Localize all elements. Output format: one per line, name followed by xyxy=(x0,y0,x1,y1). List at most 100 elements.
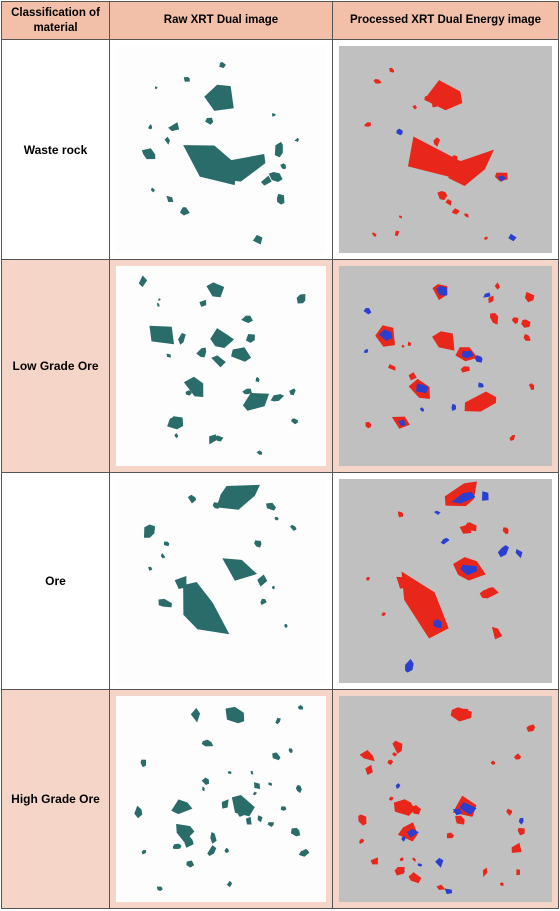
rock-fragment xyxy=(274,516,279,521)
raw-image-ore xyxy=(109,472,333,690)
rock-fragment xyxy=(280,806,287,811)
processed-image-low-grade-ore xyxy=(332,259,559,473)
rock-fragment xyxy=(200,617,221,630)
processed-xrt-background xyxy=(338,478,553,684)
ore-fragment xyxy=(433,619,442,629)
rock-fragment xyxy=(171,799,193,815)
rock-fragment xyxy=(298,849,310,857)
ore-fragment xyxy=(396,576,413,589)
ore-fragment xyxy=(462,708,469,717)
rock-fragment xyxy=(253,782,261,790)
rock-fragment xyxy=(254,540,262,548)
rock-fragment xyxy=(174,843,182,850)
ore-fragment xyxy=(394,230,400,237)
rock-fragment xyxy=(284,624,288,628)
rock-fragment xyxy=(168,122,180,132)
processed-xrt-background xyxy=(338,265,553,467)
rock-fragment xyxy=(157,298,161,301)
rock-fragment xyxy=(190,708,201,723)
rock-fragment xyxy=(154,86,158,89)
rock-fragment xyxy=(207,845,217,857)
raw-image-low-grade-ore xyxy=(109,259,333,473)
rock-fragment xyxy=(256,450,263,455)
rock-fragment xyxy=(211,355,226,368)
ore-fragment xyxy=(499,882,504,887)
rock-fragment xyxy=(183,835,194,848)
rock-fragment xyxy=(222,558,258,581)
ore-fragment xyxy=(392,752,397,757)
ore-fragment xyxy=(451,208,460,215)
rock-fragment xyxy=(149,325,175,345)
rock-fragment xyxy=(166,353,171,358)
ore-fragment xyxy=(526,724,536,732)
ore-fragment xyxy=(513,753,522,760)
ore-fragment xyxy=(365,764,373,776)
rock-fragment xyxy=(225,706,245,724)
ore-fragment xyxy=(521,319,531,328)
ore-fragment xyxy=(388,364,396,371)
ore-fragment xyxy=(461,350,474,359)
rock-fragment xyxy=(186,860,195,868)
table-row: Low Grade Ore xyxy=(1,259,559,473)
rock-fragment xyxy=(210,831,217,844)
ore-fragment xyxy=(455,815,465,825)
row-label-low-grade-ore: Low Grade Ore xyxy=(1,259,110,473)
rock-fragment xyxy=(196,347,207,358)
rock-fragment xyxy=(199,299,207,307)
rock-fragment xyxy=(294,138,300,142)
ore-fragment xyxy=(460,564,477,576)
rock-fragment xyxy=(204,84,234,111)
ore-fragment xyxy=(524,291,535,303)
ore-fragment xyxy=(424,95,430,101)
rock-fragment xyxy=(274,141,283,158)
ore-fragment xyxy=(451,491,476,504)
ore-fragment xyxy=(516,869,520,876)
row-label-ore: Ore xyxy=(1,472,110,690)
rock-fragment xyxy=(260,175,272,186)
table-row: Ore xyxy=(1,472,559,690)
rock-fragment xyxy=(156,302,160,307)
processed-image-high-grade-ore xyxy=(332,689,559,909)
ore-fragment xyxy=(478,382,484,388)
ore-fragment xyxy=(359,838,365,844)
rock-fragment xyxy=(219,153,266,182)
rock-fragment xyxy=(205,117,214,125)
rock-fragment xyxy=(183,77,190,82)
processed-xrt-background xyxy=(338,695,553,903)
rock-fragment xyxy=(226,880,233,888)
ore-fragment xyxy=(528,383,535,390)
ore-fragment xyxy=(393,799,415,816)
ore-fragment xyxy=(420,407,425,412)
ore-fragment xyxy=(497,545,509,558)
rock-fragment xyxy=(206,282,225,298)
rock-fragment xyxy=(260,598,267,605)
ore-fragment xyxy=(483,292,491,298)
ore-fragment xyxy=(358,814,367,826)
rock-fragment xyxy=(201,777,210,785)
rock-fragment xyxy=(156,886,163,891)
ore-fragment xyxy=(433,137,441,147)
header-raw-image: Raw XRT Dual image xyxy=(109,1,333,40)
ore-fragment xyxy=(387,759,394,766)
rock-fragment xyxy=(275,717,281,725)
processed-image-ore xyxy=(332,472,559,690)
rock-fragment xyxy=(166,195,174,203)
rock-fragment xyxy=(231,347,252,362)
ore-fragment xyxy=(365,421,372,429)
ore-fragment xyxy=(405,658,414,673)
ore-fragment xyxy=(511,842,522,853)
rock-fragment xyxy=(138,275,148,288)
rock-fragment xyxy=(237,809,246,817)
rock-fragment xyxy=(176,823,195,843)
ore-fragment xyxy=(497,175,506,182)
ore-fragment xyxy=(407,341,412,346)
ore-fragment xyxy=(431,96,440,108)
ore-fragment xyxy=(407,136,463,180)
rock-fragment xyxy=(245,333,255,343)
rock-fragment xyxy=(219,61,226,69)
rock-fragment xyxy=(174,433,178,438)
rock-fragment xyxy=(265,502,277,511)
ore-fragment xyxy=(451,403,457,411)
ore-fragment xyxy=(494,282,501,290)
rock-fragment xyxy=(170,415,176,422)
